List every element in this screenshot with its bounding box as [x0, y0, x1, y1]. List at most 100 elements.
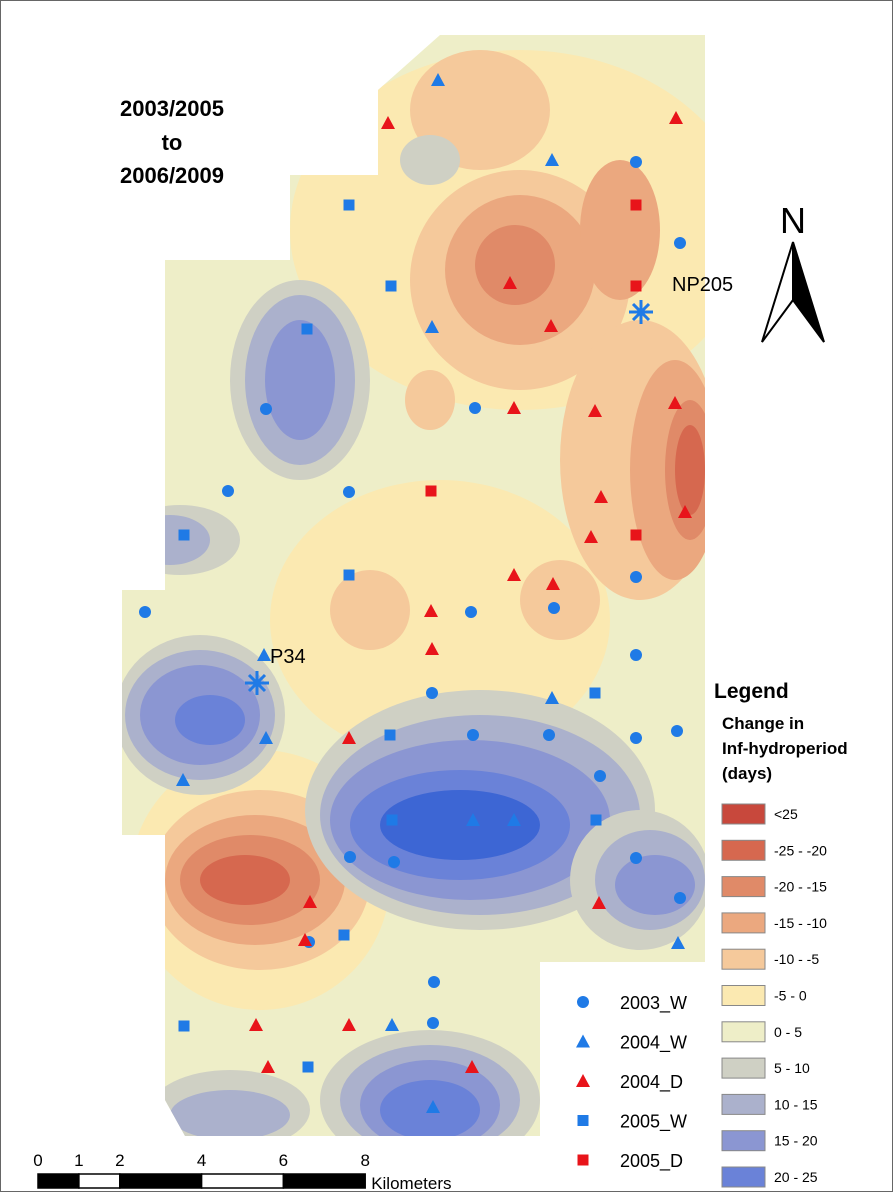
- sample-point: [503, 276, 517, 289]
- sample-point: [588, 404, 602, 417]
- north-arrow: [761, 241, 825, 343]
- surface-zone: [330, 570, 410, 650]
- legend-label: 5 - 10: [774, 1060, 810, 1076]
- surface-zone: [475, 225, 555, 305]
- sample-point: [425, 642, 439, 655]
- legend-swatch: [721, 839, 766, 861]
- sample-point: [543, 729, 555, 741]
- scale-unit: Kilometers: [371, 1174, 451, 1192]
- sample-point: [548, 602, 560, 614]
- sample-points: [139, 73, 692, 1113]
- sample-point: [222, 485, 234, 497]
- surface-zone: [265, 320, 335, 440]
- scale-segment: [200, 1173, 285, 1189]
- sample-point: [342, 731, 356, 744]
- sample-point: [176, 773, 190, 786]
- legend-swatch: [721, 912, 766, 934]
- sample-point: [674, 892, 686, 904]
- sample-point: [301, 323, 313, 335]
- sample-point: [589, 687, 601, 699]
- surface-zone: [200, 855, 290, 905]
- surface-zone: [405, 370, 455, 430]
- legend-swatch: [721, 985, 766, 1006]
- point-legend-label: 2003_W: [620, 993, 687, 1014]
- point-legend-bg: [540, 962, 705, 1162]
- sample-point: [584, 530, 598, 543]
- surface-zone: [520, 560, 600, 640]
- sample-point: [630, 852, 642, 864]
- sample-point: [678, 505, 692, 518]
- sample-point: [465, 1060, 479, 1073]
- sample-point: [259, 731, 273, 744]
- sample-point: [384, 729, 396, 741]
- title-line: 2003/2005: [120, 96, 224, 121]
- sample-point: [630, 199, 642, 211]
- surface-zone: [580, 160, 660, 300]
- sample-point: [674, 237, 686, 249]
- point-legend-symbol: [577, 996, 589, 1008]
- north-label: N: [780, 200, 806, 241]
- sample-point: [343, 486, 355, 498]
- site-label: P34: [270, 646, 306, 668]
- title-line: to: [162, 130, 183, 155]
- scale-segment: [119, 1173, 203, 1189]
- legend-swatch: [721, 803, 766, 825]
- sample-point: [630, 156, 642, 168]
- sample-point: [139, 606, 151, 618]
- sample-point: [425, 320, 439, 333]
- site-markers: [245, 300, 653, 695]
- sample-point: [594, 770, 606, 782]
- sample-point: [630, 529, 642, 541]
- point-legend-label: 2005_W: [620, 1112, 687, 1133]
- legend-swatch: [721, 1130, 766, 1152]
- legend-label: <25: [774, 806, 798, 822]
- legend-label: -15 - -10: [774, 915, 827, 931]
- sample-point: [343, 199, 355, 211]
- point-legend-label: 2004_D: [620, 1072, 683, 1093]
- sample-point: [507, 401, 521, 414]
- sample-point: [388, 856, 400, 868]
- sample-point: [257, 648, 271, 661]
- legend-label: 20 - 25: [774, 1169, 818, 1185]
- sample-point: [545, 691, 559, 704]
- point-legend-symbol: [576, 1034, 590, 1048]
- sample-point: [178, 1020, 190, 1032]
- surface-zone: [270, 480, 610, 760]
- sample-point: [630, 571, 642, 583]
- sample-point: [466, 813, 480, 826]
- legend: <25 -25 - -20 -20 - -15 -15 - -10 -10 - -5 -5…: [540, 803, 827, 1188]
- sample-point: [507, 568, 521, 581]
- scale-tick-label: 1: [74, 1151, 83, 1170]
- legend-swatch: [721, 1021, 766, 1043]
- title-line: 2006/2009: [120, 163, 224, 188]
- sample-point: [343, 569, 355, 581]
- sample-point: [467, 729, 479, 741]
- surface-zone: [400, 135, 460, 185]
- sample-point: [431, 73, 445, 86]
- point-legend-label: 2004_W: [620, 1033, 687, 1054]
- surface-zone: [615, 855, 695, 915]
- legend-swatch: [721, 1166, 766, 1188]
- sample-point: [545, 153, 559, 166]
- sample-point: [630, 732, 642, 744]
- sample-point: [671, 725, 683, 737]
- sample-point: [594, 490, 608, 503]
- sample-point: [630, 280, 642, 292]
- sample-point: [342, 1018, 356, 1031]
- sample-point: [426, 687, 438, 699]
- surface-zone: [175, 695, 245, 745]
- sample-point: [338, 929, 350, 941]
- legend-title: Legend: [714, 680, 789, 703]
- sample-point: [386, 814, 398, 826]
- sample-point: [590, 814, 602, 826]
- scale-tick-label: 6: [279, 1151, 288, 1170]
- scale-tick-label: 0: [33, 1151, 42, 1170]
- legend-swatch: [721, 948, 766, 970]
- point-legend-symbol: [576, 1074, 590, 1087]
- surface-zone: [380, 790, 540, 860]
- sample-point: [671, 936, 685, 949]
- sample-point: [428, 976, 440, 988]
